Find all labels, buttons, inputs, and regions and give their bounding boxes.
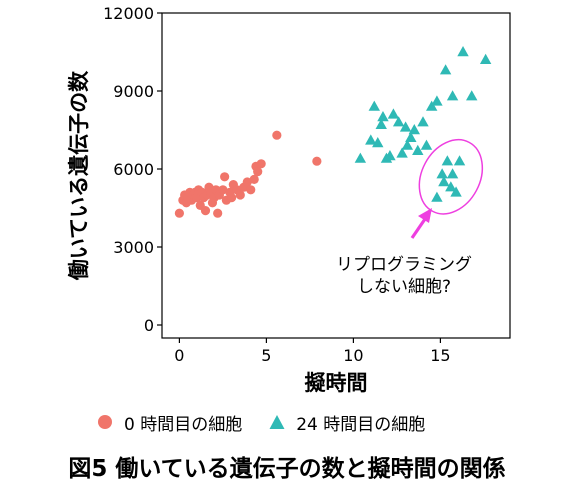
point-series-0 — [249, 174, 259, 184]
annotation-text: しない細胞? — [357, 277, 451, 297]
point-series-0 — [312, 156, 322, 166]
legend-label-series-1: 24 時間目の細胞 — [296, 414, 426, 435]
point-series-1 — [450, 186, 462, 197]
point-series-0 — [242, 177, 252, 187]
point-series-1 — [368, 100, 380, 111]
point-series-1 — [354, 152, 367, 163]
point-series-1 — [436, 168, 448, 179]
y-tick-label: 12000 — [103, 4, 154, 23]
point-series-1 — [457, 46, 469, 57]
annotation-arrow-head — [418, 208, 432, 223]
point-series-0 — [235, 190, 245, 200]
point-series-1 — [384, 150, 396, 161]
point-series-0 — [218, 185, 228, 195]
point-series-1 — [405, 131, 417, 142]
annotation-text: リプログラミング — [336, 255, 472, 275]
point-series-1 — [431, 95, 443, 106]
point-series-1 — [426, 100, 438, 111]
point-series-0 — [213, 208, 223, 218]
point-series-1 — [441, 155, 454, 166]
point-series-1 — [420, 139, 433, 150]
point-series-1 — [396, 147, 408, 158]
point-series-0 — [220, 172, 230, 182]
point-series-1 — [401, 139, 414, 150]
annotation-arrow-shaft — [410, 218, 427, 239]
point-series-1 — [365, 134, 377, 145]
point-series-1 — [431, 191, 443, 202]
y-tick-label: 3000 — [113, 238, 154, 257]
legend-item-series-1: 24 時間目の細胞 — [268, 410, 425, 435]
x-axis-label: 擬時間 — [305, 371, 368, 395]
point-series-1 — [446, 90, 459, 101]
scatter-chart: 0 5 10 15 0 3000 6000 9000 12000 擬時間 働いている遺伝子の数 リプ… — [67, 4, 511, 395]
triangle-marker-icon — [269, 415, 285, 429]
point-series-1 — [439, 64, 452, 75]
point-series-0 — [246, 185, 256, 195]
plot-frame — [161, 12, 511, 339]
y-tick-label: 0 — [144, 316, 154, 335]
point-series-0 — [200, 206, 211, 216]
point-series-1 — [408, 124, 420, 135]
figure-caption: 図5 働いている遺伝子の数と擬時間の関係 — [68, 456, 506, 482]
point-series-1 — [377, 111, 389, 122]
point-series-1 — [438, 176, 450, 187]
y-tick-label: 9000 — [113, 82, 154, 101]
point-series-1 — [417, 116, 429, 127]
x-tick-label: 15 — [430, 346, 450, 365]
point-series-1 — [392, 116, 405, 127]
point-series-1 — [445, 181, 457, 192]
point-series-1 — [466, 90, 478, 101]
x-tick-label: 0 — [174, 346, 184, 365]
point-series-0 — [256, 159, 266, 169]
y-axis-label: 働いている遺伝子の数 — [67, 70, 91, 281]
point-series-1 — [372, 137, 384, 148]
point-series-0 — [253, 167, 263, 177]
point-series-0 — [174, 208, 184, 218]
annotation-ellipse — [418, 139, 484, 215]
x-tick-label: 10 — [343, 346, 363, 365]
y-tick-label: 6000 — [113, 160, 154, 179]
axes: 0 5 10 15 0 3000 6000 9000 12000 擬時間 働いている遺伝子の数 — [67, 4, 511, 395]
legend-item-series-0: 0 時間目の細胞 — [96, 410, 242, 435]
point-series-0 — [272, 130, 282, 140]
point-series-0 — [227, 193, 237, 203]
circle-marker-icon — [98, 415, 112, 429]
point-series-1 — [399, 121, 412, 132]
legend-label-series-0: 0 時間目の細胞 — [124, 414, 243, 435]
point-series-1 — [412, 144, 424, 155]
point-series-1 — [375, 118, 387, 129]
legend: 0 時間目の細胞 24 時間目の細胞 — [96, 407, 451, 437]
point-series-1 — [387, 108, 400, 119]
point-series-1 — [446, 168, 459, 179]
point-series-1 — [453, 155, 466, 166]
data-points — [174, 46, 492, 218]
point-series-1 — [479, 53, 492, 64]
x-tick-label: 5 — [261, 346, 271, 365]
